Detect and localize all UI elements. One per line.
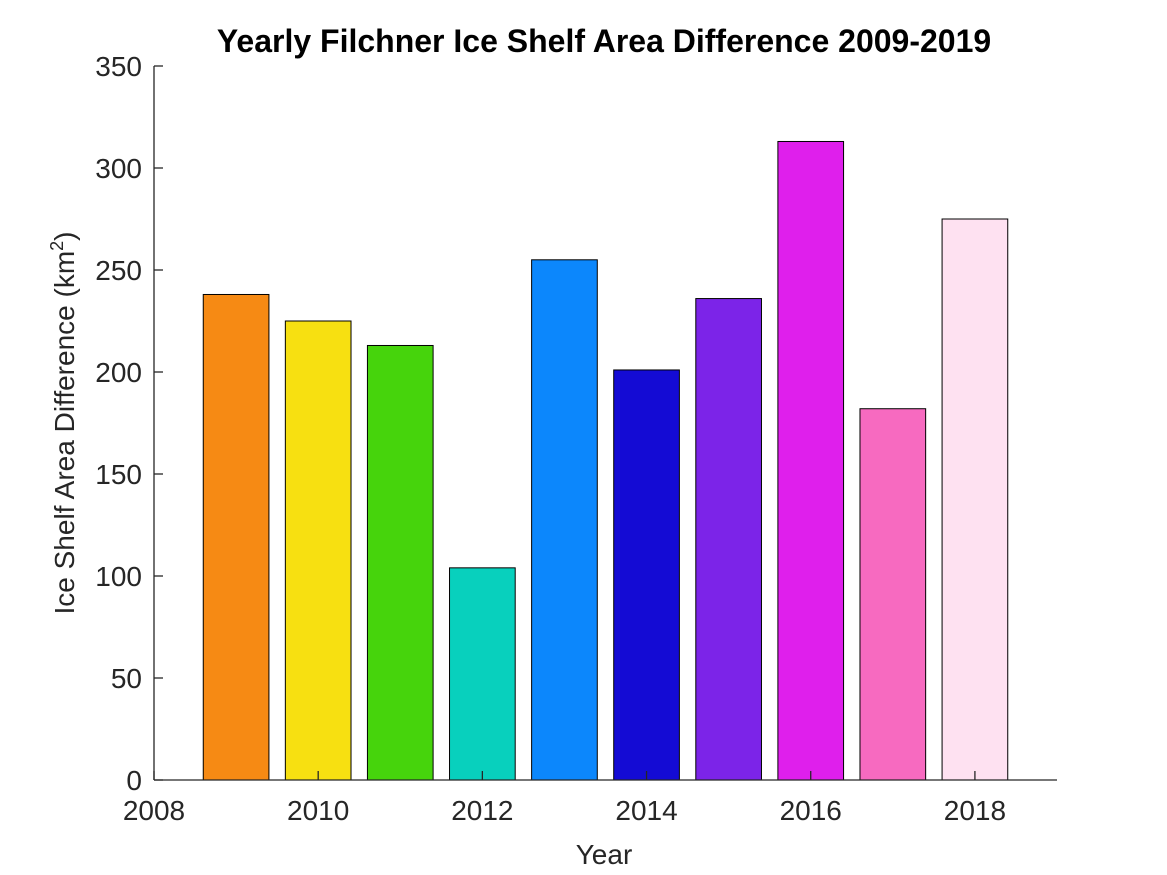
bar-2013 (531, 259, 598, 781)
bar-2009 (202, 293, 270, 781)
bar-2011 (366, 344, 434, 781)
y-axis-label-end: ) (49, 232, 80, 241)
x-tick-label: 2012 (451, 795, 513, 826)
x-tick-label: 2010 (287, 795, 349, 826)
chart-title: Yearly Filchner Ice Shelf Area Differenc… (217, 23, 991, 59)
y-tick-label: 200 (95, 357, 142, 388)
bar-2012 (449, 567, 516, 781)
x-axis-label: Year (576, 839, 633, 870)
bar-2015 (695, 298, 762, 781)
y-tick-label: 150 (95, 459, 142, 490)
y-tick-label: 100 (95, 561, 142, 592)
x-ticks: 2008 2010 2012 2014 2016 2018 (123, 771, 1006, 826)
y-axis-label-superscript: 2 (47, 241, 67, 251)
x-tick-label: 2018 (944, 795, 1006, 826)
bar-2016 (777, 140, 845, 781)
y-tick-label: 350 (95, 51, 142, 82)
x-tick-label: 2016 (780, 795, 842, 826)
y-tick-label: 50 (111, 663, 142, 694)
y-axis-label-main: Ice Shelf Area Difference (km (49, 251, 80, 615)
y-ticks: 0 50 100 150 200 250 300 350 (95, 51, 163, 796)
x-tick-label: 2014 (615, 795, 677, 826)
y-tick-label: 250 (95, 255, 142, 286)
bar-2010 (284, 320, 352, 781)
y-tick-label: 300 (95, 153, 142, 184)
y-axis-label: Ice Shelf Area Difference (km2) (47, 232, 80, 615)
bar-2014 (613, 369, 680, 781)
bar-2017 (859, 408, 927, 781)
x-tick-label: 2008 (123, 795, 185, 826)
bars-layer (202, 140, 1009, 781)
bar-2018 (941, 218, 1009, 781)
y-tick-label: 0 (126, 765, 142, 796)
